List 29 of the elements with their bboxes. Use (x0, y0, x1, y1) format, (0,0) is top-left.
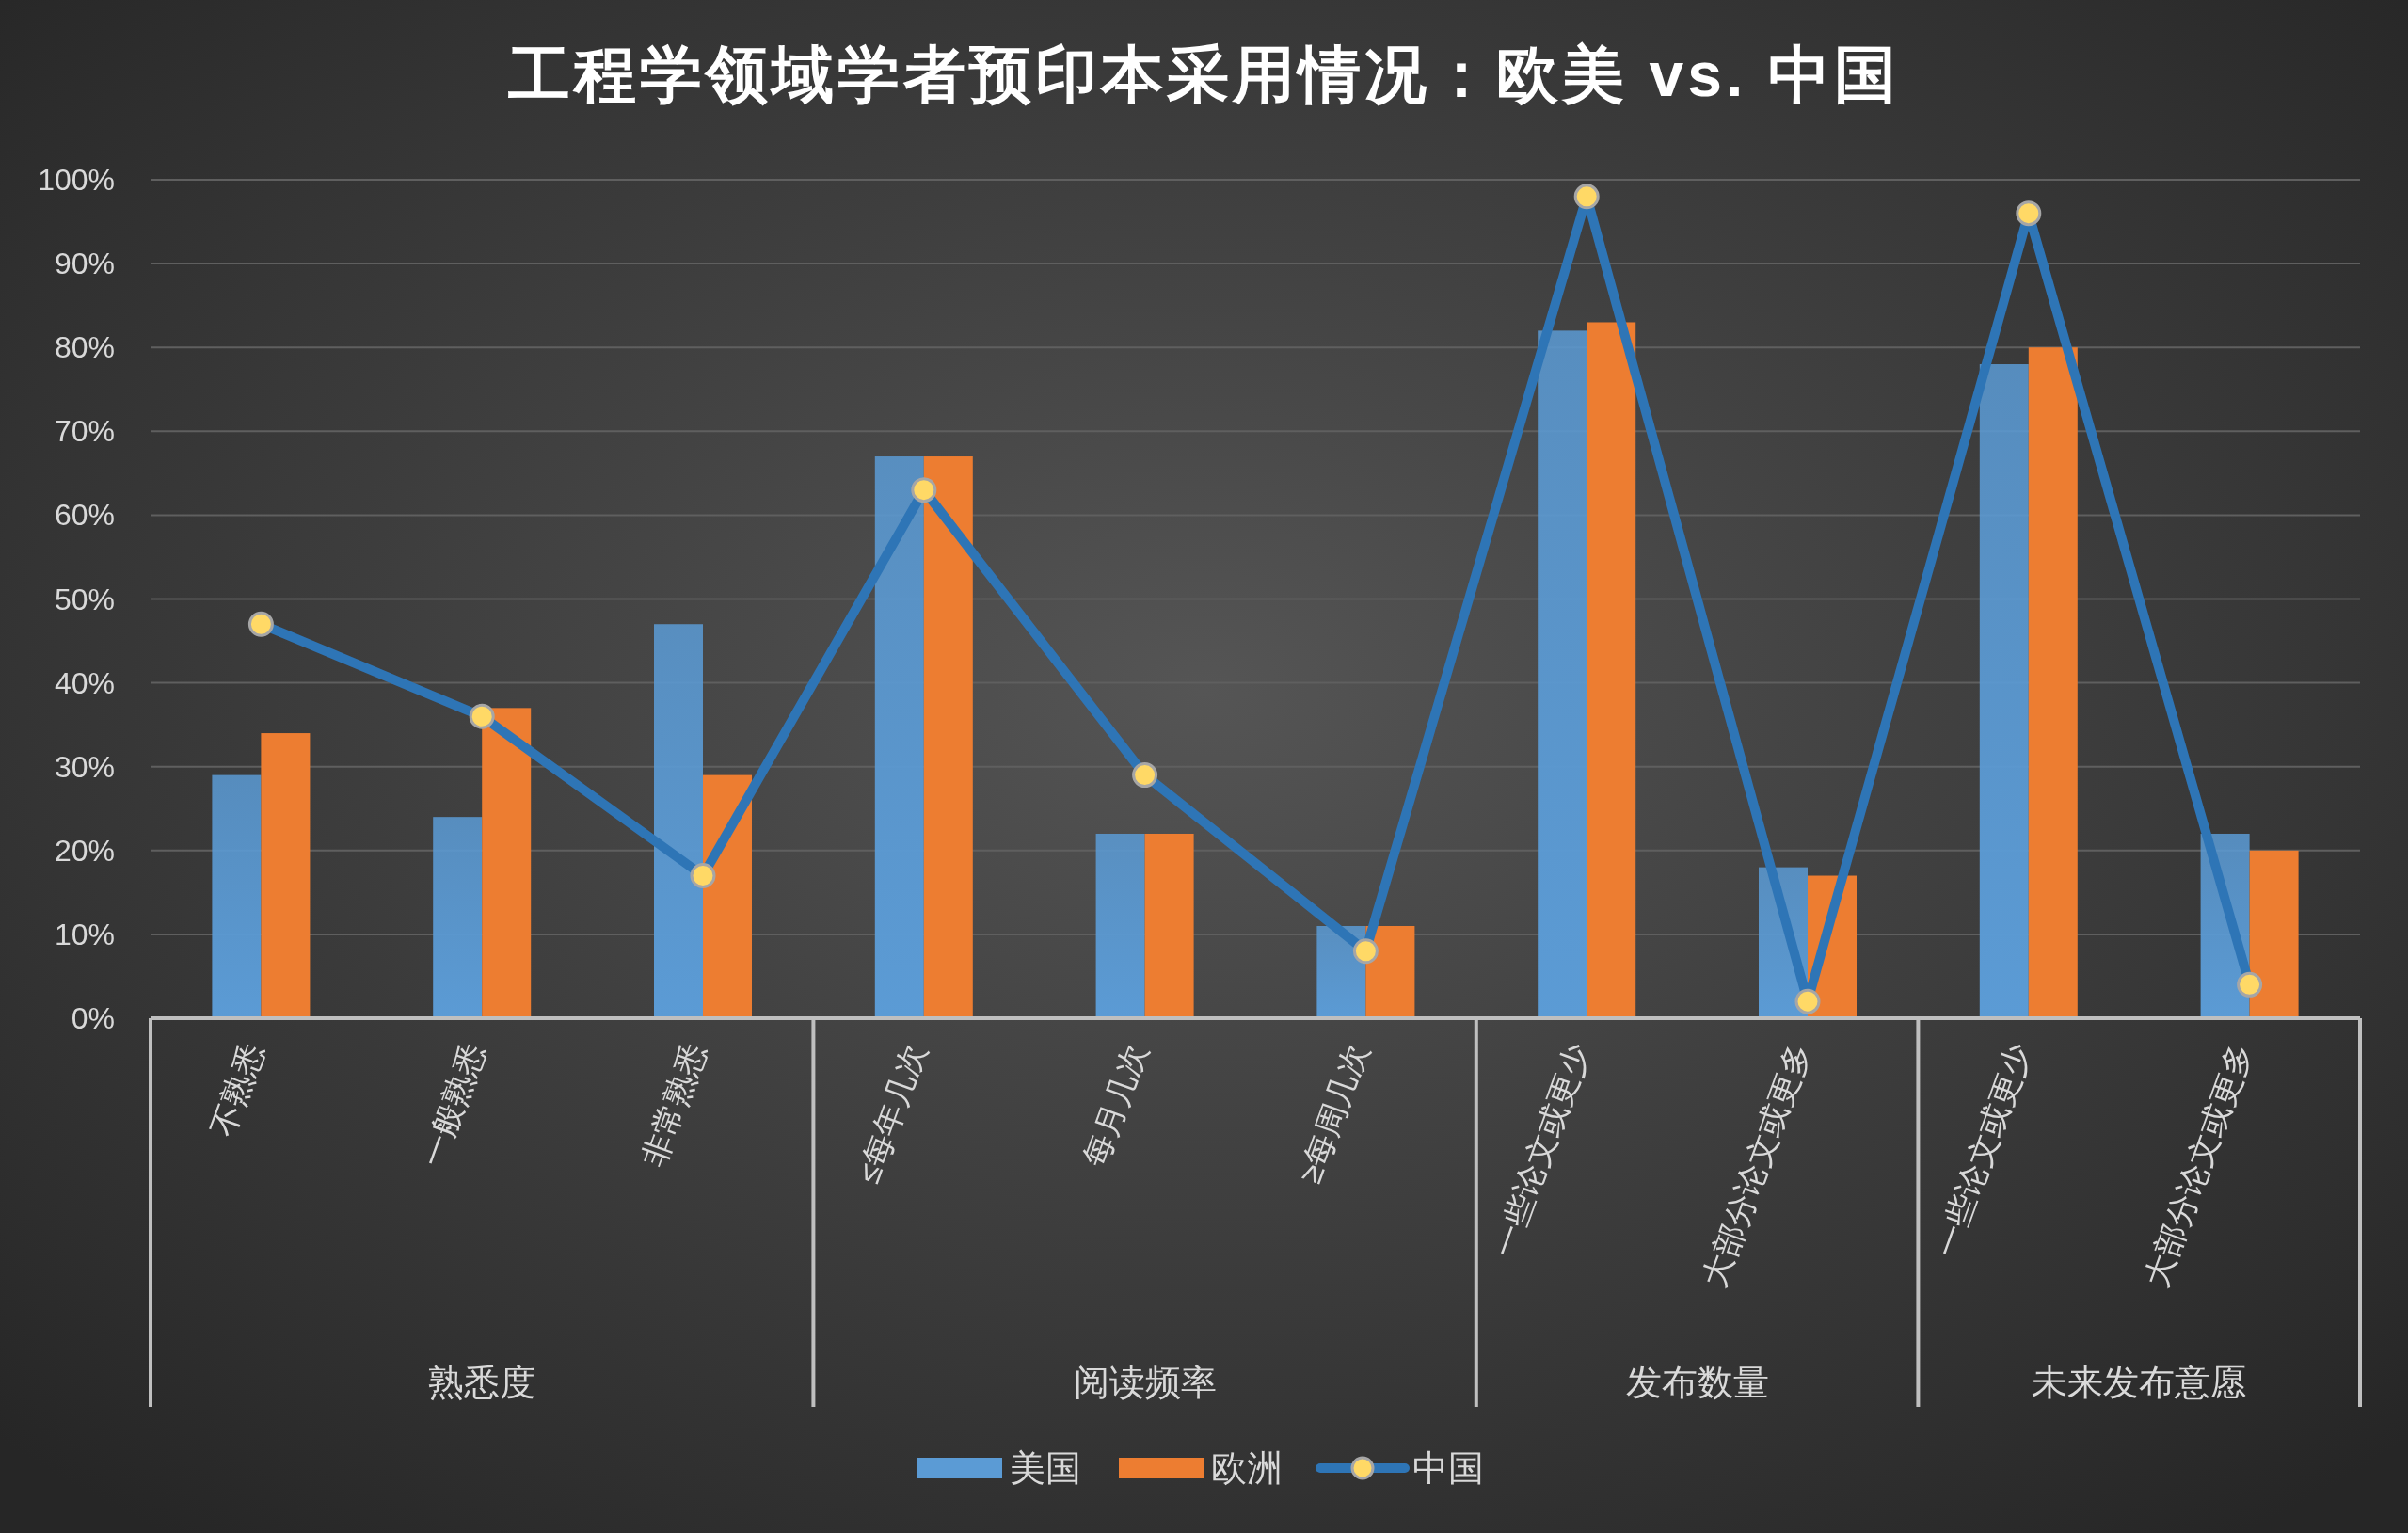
y-tick-label: 0% (71, 1001, 115, 1035)
y-tick-label: 90% (54, 247, 115, 281)
y-tick-label: 50% (54, 582, 115, 616)
text: 熟悉度 (428, 1363, 536, 1402)
x-tick-label: 大部分论文或更多 (2137, 1038, 2259, 1292)
x-tick-label: 一些论文或更少 (1485, 1038, 1597, 1262)
x-tick-label: 非常熟悉 (634, 1038, 712, 1172)
y-tick-label: 100% (38, 163, 115, 197)
legend-label: 中国 (1412, 1448, 1484, 1488)
x-tick-label: ≤每年几次 (850, 1038, 933, 1188)
x-tick-label: 大部分论文或更多 (1696, 1038, 1817, 1292)
y-tick-label: 80% (54, 330, 115, 365)
x-tick-label: ≥每周几次 (1291, 1038, 1376, 1188)
text: 阅读频率 (1073, 1363, 1217, 1402)
x-tick-label: 不熟悉 (203, 1038, 271, 1142)
y-tick-label: 60% (54, 498, 115, 533)
y-tick-label: 20% (54, 833, 115, 868)
legend-label: 欧洲 (1211, 1448, 1283, 1488)
x-tick-label: 一些论文或更少 (1927, 1038, 2038, 1262)
y-tick-label: 70% (54, 414, 115, 449)
x-tick-label: 一般熟悉 (413, 1038, 492, 1172)
chart-title: 工程学领域学者预印本采用情况：欧美 vs. 中国 (507, 40, 1900, 109)
x-tick-label: 每月几次 (1076, 1038, 1155, 1172)
text: 发布数量 (1625, 1363, 1769, 1402)
y-tick-label: 30% (54, 749, 115, 784)
y-tick-label: 10% (54, 917, 115, 951)
legend-label: 美国 (1010, 1448, 1081, 1488)
text: 未来发布意愿 (2032, 1363, 2247, 1402)
y-tick-label: 40% (54, 665, 115, 700)
